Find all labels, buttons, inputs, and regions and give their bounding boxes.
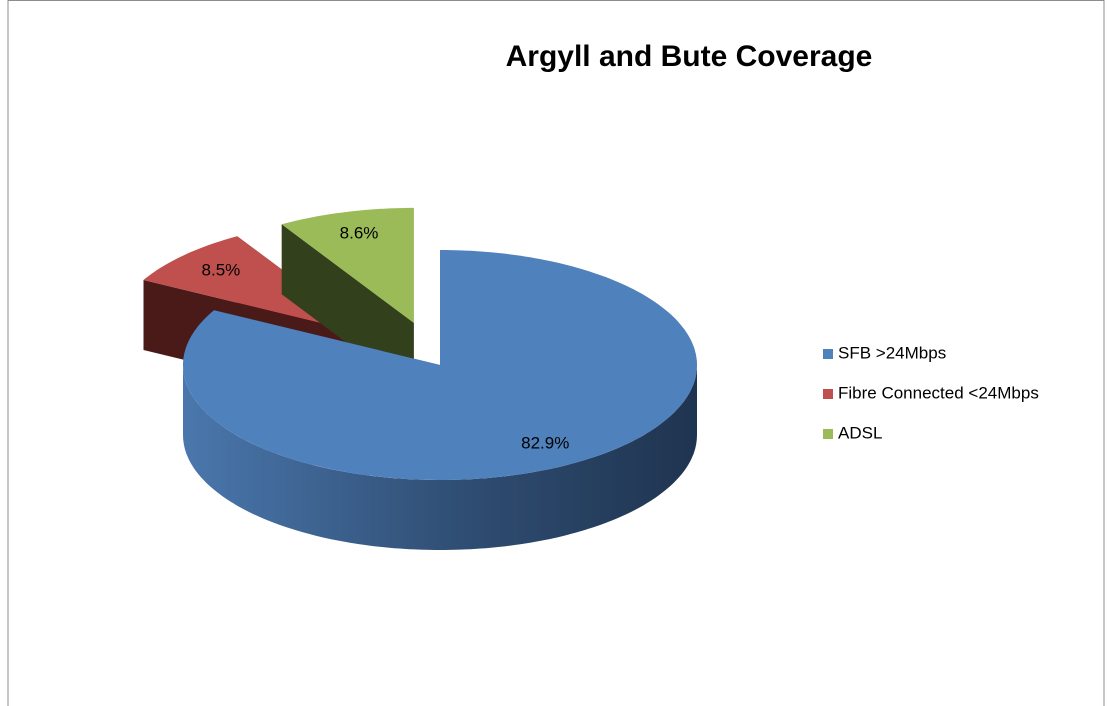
pie-slice xyxy=(183,250,697,480)
legend-swatch xyxy=(823,429,833,439)
data-label: 8.5% xyxy=(202,261,241,280)
legend-swatch xyxy=(823,349,833,359)
legend-label: Fibre Connected <24Mbps xyxy=(838,383,1039,402)
data-label: 82.9% xyxy=(521,434,569,453)
data-label: 8.6% xyxy=(340,224,379,243)
chart-border xyxy=(7,0,1105,706)
legend-swatch xyxy=(823,389,833,399)
pie-slice xyxy=(281,207,414,323)
chart-title: Argyll and Bute Coverage xyxy=(506,40,873,73)
legend-label: ADSL xyxy=(838,423,882,442)
legend-label: SFB >24Mbps xyxy=(838,343,946,362)
slice-side xyxy=(183,365,697,550)
